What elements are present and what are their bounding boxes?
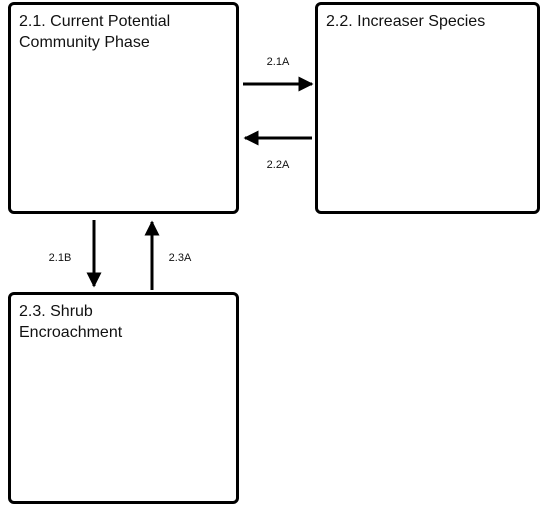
box-title: Encroachment (19, 324, 123, 341)
edge-label: 2.1B (48, 252, 72, 264)
state-box: 2.3. Shrub Encroachment (8, 292, 239, 504)
edge-label: 2.3A (168, 252, 192, 264)
box-title: 2.1. Current Potential (19, 13, 171, 30)
state-box: 2.1. Current Potential Community Phase (8, 2, 239, 214)
state-box: 2.2. Increaser Species (315, 2, 540, 214)
box-title: 2.2. Increaser Species (326, 13, 486, 30)
edge-label: 2.2A (266, 159, 290, 171)
box-title: 2.3. Shrub (19, 303, 93, 320)
box-title: Community Phase (19, 34, 150, 51)
edge-label: 2.1A (266, 56, 290, 68)
